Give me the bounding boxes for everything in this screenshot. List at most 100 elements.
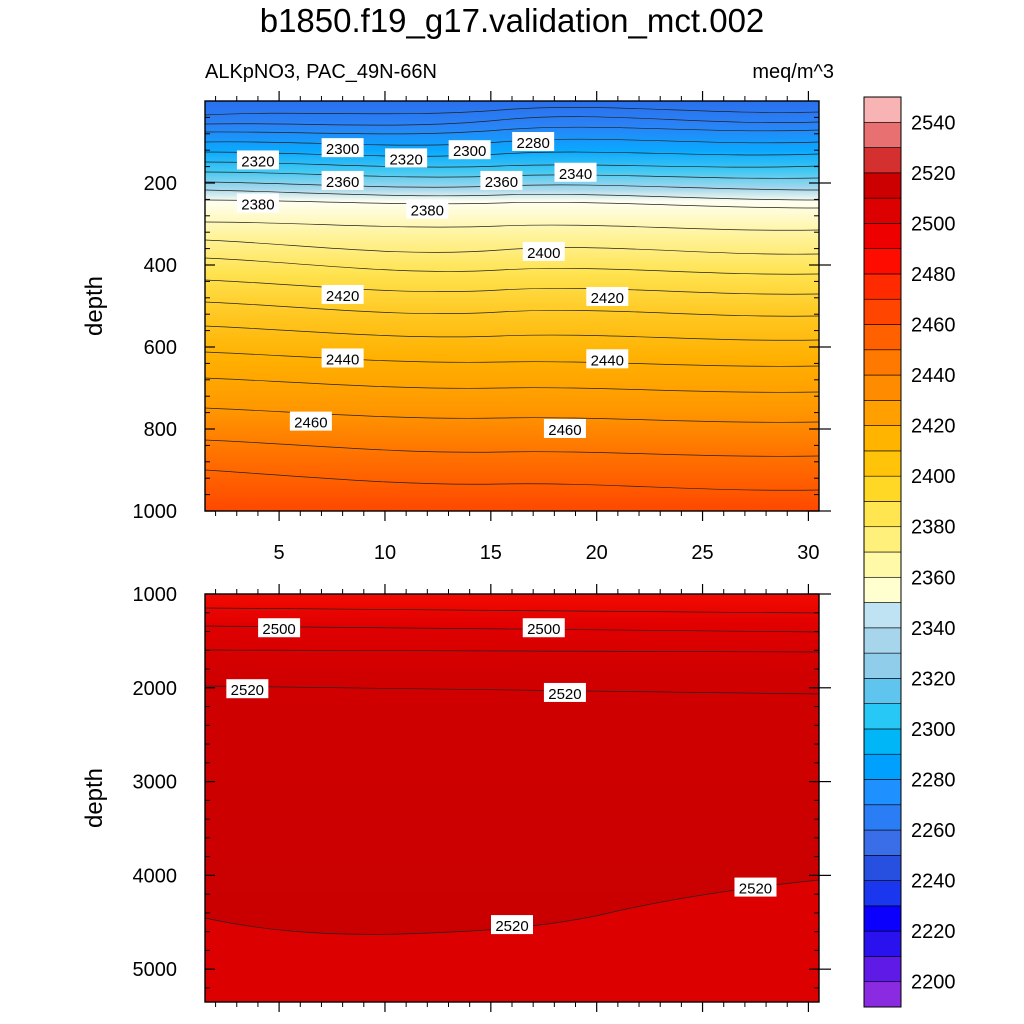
y-tick-label: 600 xyxy=(144,337,177,359)
y-tick-label: 200 xyxy=(144,173,177,195)
colorbar-swatch xyxy=(863,753,902,780)
upper-isoline xyxy=(205,257,819,275)
y-tick-label: 2000 xyxy=(133,678,178,700)
colorbar-swatch xyxy=(863,96,902,123)
contour-label: 2420 xyxy=(321,284,364,305)
contour-label-box xyxy=(512,132,555,151)
colorbar-swatch xyxy=(863,602,902,629)
colorbar-level-label: 2200 xyxy=(911,972,956,994)
contour-label-text: 2380 xyxy=(411,203,444,220)
contour-label-text: 2300 xyxy=(453,143,486,160)
contour-label-text: 2440 xyxy=(326,351,359,368)
colorbar-swatch xyxy=(863,450,902,477)
contour-label-text: 2440 xyxy=(591,352,624,369)
x-tick-label: 20 xyxy=(586,542,608,564)
y-axis-title: depth xyxy=(81,276,108,336)
contour-label: 2340 xyxy=(554,162,597,183)
contour-label-box xyxy=(321,348,364,368)
contour-label: 2320 xyxy=(236,150,279,170)
contour-label: 2380 xyxy=(236,193,279,214)
contour-label-box xyxy=(321,170,364,190)
upper-isoline xyxy=(205,107,819,116)
colorbar-level-label: 2400 xyxy=(911,466,956,488)
variable-label: ALKpNO3, PAC_49N-66N xyxy=(205,61,437,83)
colorbar-level-label: 2420 xyxy=(911,416,956,438)
x-tick-label: 15 xyxy=(480,542,502,564)
x-tick-label: 30 xyxy=(797,542,819,564)
contour-label-text: 2420 xyxy=(326,288,359,305)
contour-label: 2440 xyxy=(321,348,364,368)
colorbar-swatch xyxy=(863,324,902,351)
upper-isoline xyxy=(205,138,819,146)
y-tick-label: 1000 xyxy=(133,584,178,606)
contour-label: 2360 xyxy=(480,170,523,191)
contour-label-text: 2520 xyxy=(548,686,581,703)
y-tick-label: 1000 xyxy=(133,501,178,523)
upper-isoline xyxy=(205,351,819,367)
contour-label-box xyxy=(543,419,586,438)
contour-label-text: 2320 xyxy=(389,151,422,168)
upper-panel-fill xyxy=(205,101,819,511)
colorbar-level-label: 2500 xyxy=(911,213,956,235)
contour-label-box xyxy=(258,618,301,638)
contour-label: 2380 xyxy=(406,199,449,220)
contour-label-box xyxy=(554,162,597,182)
contour-label-box xyxy=(321,284,364,304)
colorbar-swatch xyxy=(863,981,902,1008)
colorbar-level-label: 2380 xyxy=(911,517,956,539)
colorbar-level-label: 2440 xyxy=(911,365,956,387)
upper-isoline xyxy=(205,189,819,201)
contour-label: 2500 xyxy=(258,618,301,638)
colorbar-swatch xyxy=(863,905,902,932)
colorbar-swatch xyxy=(863,121,902,148)
contour-label-text: 2520 xyxy=(739,881,772,898)
contour-label: 2460 xyxy=(289,411,332,432)
colorbar-swatch xyxy=(863,855,902,881)
colorbar-frame xyxy=(863,96,902,1008)
upper-isoline xyxy=(205,126,819,135)
colorbar-swatch xyxy=(863,475,902,502)
contour-label-text: 2400 xyxy=(527,245,560,262)
colorbar-swatch xyxy=(863,172,902,199)
colorbar-swatch xyxy=(863,779,902,806)
colorbar-swatch xyxy=(863,273,902,300)
colorbar-swatch xyxy=(863,526,902,553)
upper-isoline xyxy=(205,439,819,457)
colorbar-level-label: 2280 xyxy=(911,770,956,792)
contour-label-box xyxy=(236,150,279,170)
colorbar-level-label: 2460 xyxy=(911,315,956,337)
chart-title: b1850.f19_g17.validation_mct.002 xyxy=(259,2,765,39)
colorbar-level-label: 2220 xyxy=(911,921,956,943)
contour-label: 2420 xyxy=(586,286,629,307)
colorbar-level-label: 2320 xyxy=(911,668,956,690)
colorbar-level-label: 2300 xyxy=(911,719,956,741)
contour-label-text: 2520 xyxy=(495,918,528,935)
colorbar-swatch xyxy=(863,804,902,831)
y-tick-label: 5000 xyxy=(133,959,178,981)
colorbar-swatch xyxy=(863,956,902,983)
upper-isoline xyxy=(205,377,819,393)
colorbar-swatch xyxy=(863,930,902,957)
contour-label: 2300 xyxy=(448,140,491,160)
colorbar-swatch xyxy=(863,501,902,528)
contour-label: 2400 xyxy=(522,241,565,262)
colorbar-swatch xyxy=(863,298,902,325)
contour-label-text: 2380 xyxy=(241,197,274,214)
upper-isoline xyxy=(205,301,819,317)
x-tick-label: 25 xyxy=(691,542,713,564)
upper-isoline xyxy=(205,325,819,341)
contour-label-box xyxy=(385,148,428,168)
upper-isoline xyxy=(205,221,819,231)
colorbar-swatch xyxy=(863,147,902,174)
contour-label-box xyxy=(480,170,523,190)
contour-label-box xyxy=(321,138,364,158)
contour-label-box xyxy=(448,140,491,160)
y-axis-title: depth xyxy=(81,768,108,828)
contour-label-box xyxy=(734,877,777,897)
y-tick-label: 4000 xyxy=(133,865,178,887)
contour-label-text: 2340 xyxy=(559,166,592,183)
contour-label-text: 2520 xyxy=(231,682,264,699)
colorbar-level-label: 2480 xyxy=(911,264,956,286)
contour-label: 2440 xyxy=(586,349,629,369)
upper-isoline xyxy=(205,199,819,209)
